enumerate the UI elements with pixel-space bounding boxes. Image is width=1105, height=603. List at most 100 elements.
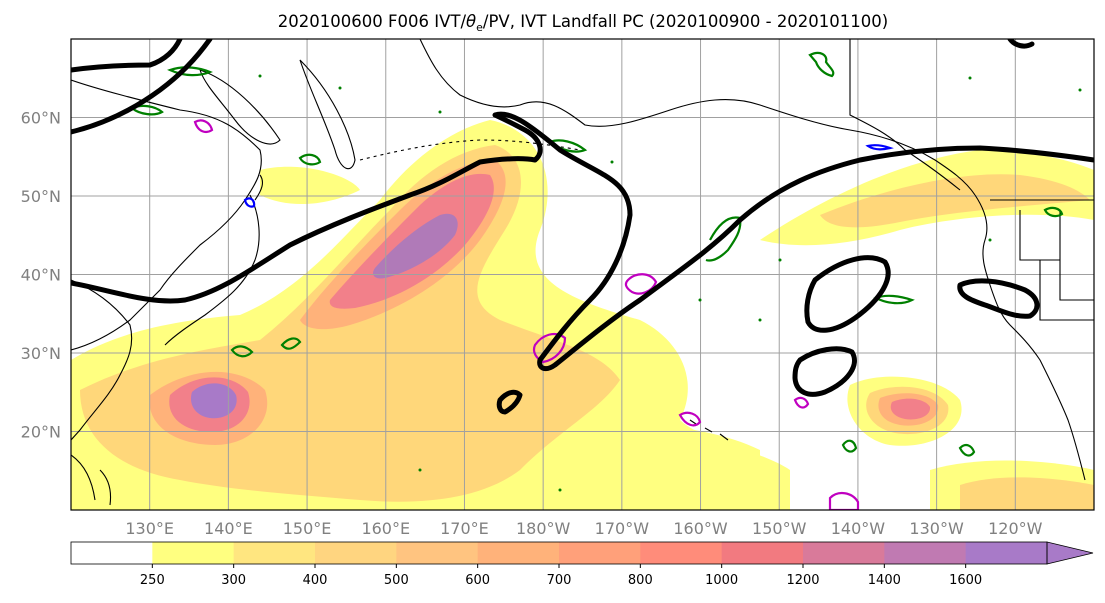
theta-e-contour — [129, 104, 164, 116]
theta-e-contour — [678, 411, 702, 427]
figure-title: 2020100600 F006 IVT/θe/PV, IVT Landfall … — [278, 12, 888, 34]
longitude-label: 160°W — [673, 519, 728, 538]
theta-e-contour — [705, 216, 742, 262]
coastline-alaska — [419, 39, 976, 196]
colorbar: 250 300 400 500 600 700 800 1000 1200 1400 1600 — [70, 541, 1094, 588]
colorbar-swatch — [71, 542, 153, 564]
colorbar-swatch — [315, 542, 397, 564]
pv-contours — [71, 39, 1094, 415]
colorbar-tick-label: 1400 — [868, 573, 901, 588]
ivt-band-300-d — [960, 477, 1094, 510]
theta-e-contour — [873, 294, 915, 305]
theta-e-contour — [243, 197, 256, 208]
colorbar-swatch — [477, 542, 560, 564]
colorbar-tick-label: 800 — [628, 573, 653, 588]
pv-contour — [1007, 39, 1035, 49]
coastline-okhotsk — [199, 69, 281, 145]
gridlines — [71, 39, 1094, 510]
theta-e-contour — [532, 332, 567, 364]
colorbar-swatch — [396, 542, 479, 564]
colorbar-tick-label: 1200 — [786, 573, 819, 588]
longitude-label: 180°W — [516, 519, 571, 538]
ivt-band-1600 — [190, 383, 237, 419]
pv-contour — [71, 39, 213, 135]
theta-e-contour — [230, 345, 254, 358]
longitude-label: 170°W — [595, 519, 650, 538]
longitude-label: 140°W — [831, 519, 886, 538]
theta-e-contour — [865, 144, 894, 151]
latitude-labels: 20°N 30°N 40°N 50°N 60°N — [21, 109, 61, 442]
coastline-asia — [71, 79, 262, 351]
coastline-japan — [164, 174, 264, 346]
ivt-filled-contours — [71, 120, 1094, 510]
theta-e-contour — [828, 492, 860, 510]
pv-contour — [496, 389, 523, 415]
coastline-philippines — [71, 454, 112, 506]
longitude-label: 170°E — [440, 519, 489, 538]
ivt-band-1000-c — [890, 398, 931, 420]
ivt-band-300-b — [820, 174, 1090, 228]
colorbar-swatch — [152, 542, 235, 564]
colorbar-tick-label: 1000 — [705, 573, 738, 588]
longitude-label: 150°E — [283, 519, 332, 538]
theta-e-contour — [298, 153, 322, 166]
colorbar-ticks: 250 300 400 500 600 700 800 1000 1200 1400 1600 — [140, 564, 982, 588]
ivt-band-250-d — [600, 423, 760, 480]
colorbar-extend-arrow — [1046, 541, 1094, 565]
theta-e-contour — [841, 439, 858, 453]
map-panel — [71, 39, 1094, 510]
coastline-hawaii — [689, 419, 729, 441]
longitude-labels: 130°E 140°E 150°E 160°E 170°E 180°W 170°W 160°W… — [125, 519, 1042, 538]
colorbar-tick-label: 600 — [465, 573, 490, 588]
pv-contour — [792, 346, 857, 397]
coastline-north-america — [974, 194, 1086, 481]
colorbar-swatch — [640, 542, 723, 564]
coastline-kamchatka — [299, 59, 356, 170]
border-alaska-canada — [849, 39, 961, 191]
colorbar-tick-label: 500 — [384, 573, 409, 588]
colorbar-tick-label: 300 — [221, 573, 246, 588]
coastline-china — [71, 279, 133, 441]
colorbar-tick-label: 250 — [140, 573, 165, 588]
theta-e-contour — [624, 273, 658, 295]
theta-e-contour — [808, 51, 835, 78]
longitude-label: 150°W — [752, 519, 807, 538]
scattered-contour-dots — [258, 74, 1082, 492]
border-states — [1019, 210, 1094, 321]
latitude-label: 40°N — [21, 266, 61, 285]
colorbar-boxes — [71, 542, 1048, 564]
coastline-aleutians — [359, 139, 581, 161]
colorbar-swatch — [965, 542, 1048, 564]
pv-contour — [957, 278, 1040, 319]
longitude-label: 130°W — [909, 519, 964, 538]
map-frame — [70, 38, 1095, 511]
ivt-band-250-f — [260, 166, 360, 205]
theta-e-contour — [793, 396, 810, 409]
latitude-label: 20°N — [21, 423, 61, 442]
latitude-label: 30°N — [21, 344, 61, 363]
latitude-label: 60°N — [21, 109, 61, 128]
theta-e-contour — [193, 119, 214, 133]
longitude-label: 120°W — [988, 519, 1043, 538]
colorbar-swatch — [233, 542, 316, 564]
theta-e-contour — [1043, 206, 1064, 218]
longitude-label: 130°E — [125, 519, 174, 538]
theta-e-contour — [958, 443, 976, 457]
pv-contour — [804, 255, 891, 333]
colorbar-swatch — [884, 542, 967, 564]
colorbar-swatch — [559, 542, 641, 564]
colorbar-tick-label: 400 — [303, 573, 328, 588]
longitude-label: 160°E — [361, 519, 410, 538]
longitude-label: 140°E — [204, 519, 253, 538]
theta-e-contour — [280, 337, 302, 350]
coastlines — [71, 39, 1094, 506]
latitude-label: 50°N — [21, 187, 61, 206]
colorbar-swatch — [803, 542, 885, 564]
pv-contour — [71, 39, 183, 73]
colorbar-tick-label: 1600 — [949, 573, 982, 588]
colorbar-tick-label: 700 — [547, 573, 572, 588]
pv-contour — [71, 111, 1094, 372]
colorbar-swatch — [721, 542, 804, 564]
ivt-band-1600-b — [373, 213, 458, 279]
